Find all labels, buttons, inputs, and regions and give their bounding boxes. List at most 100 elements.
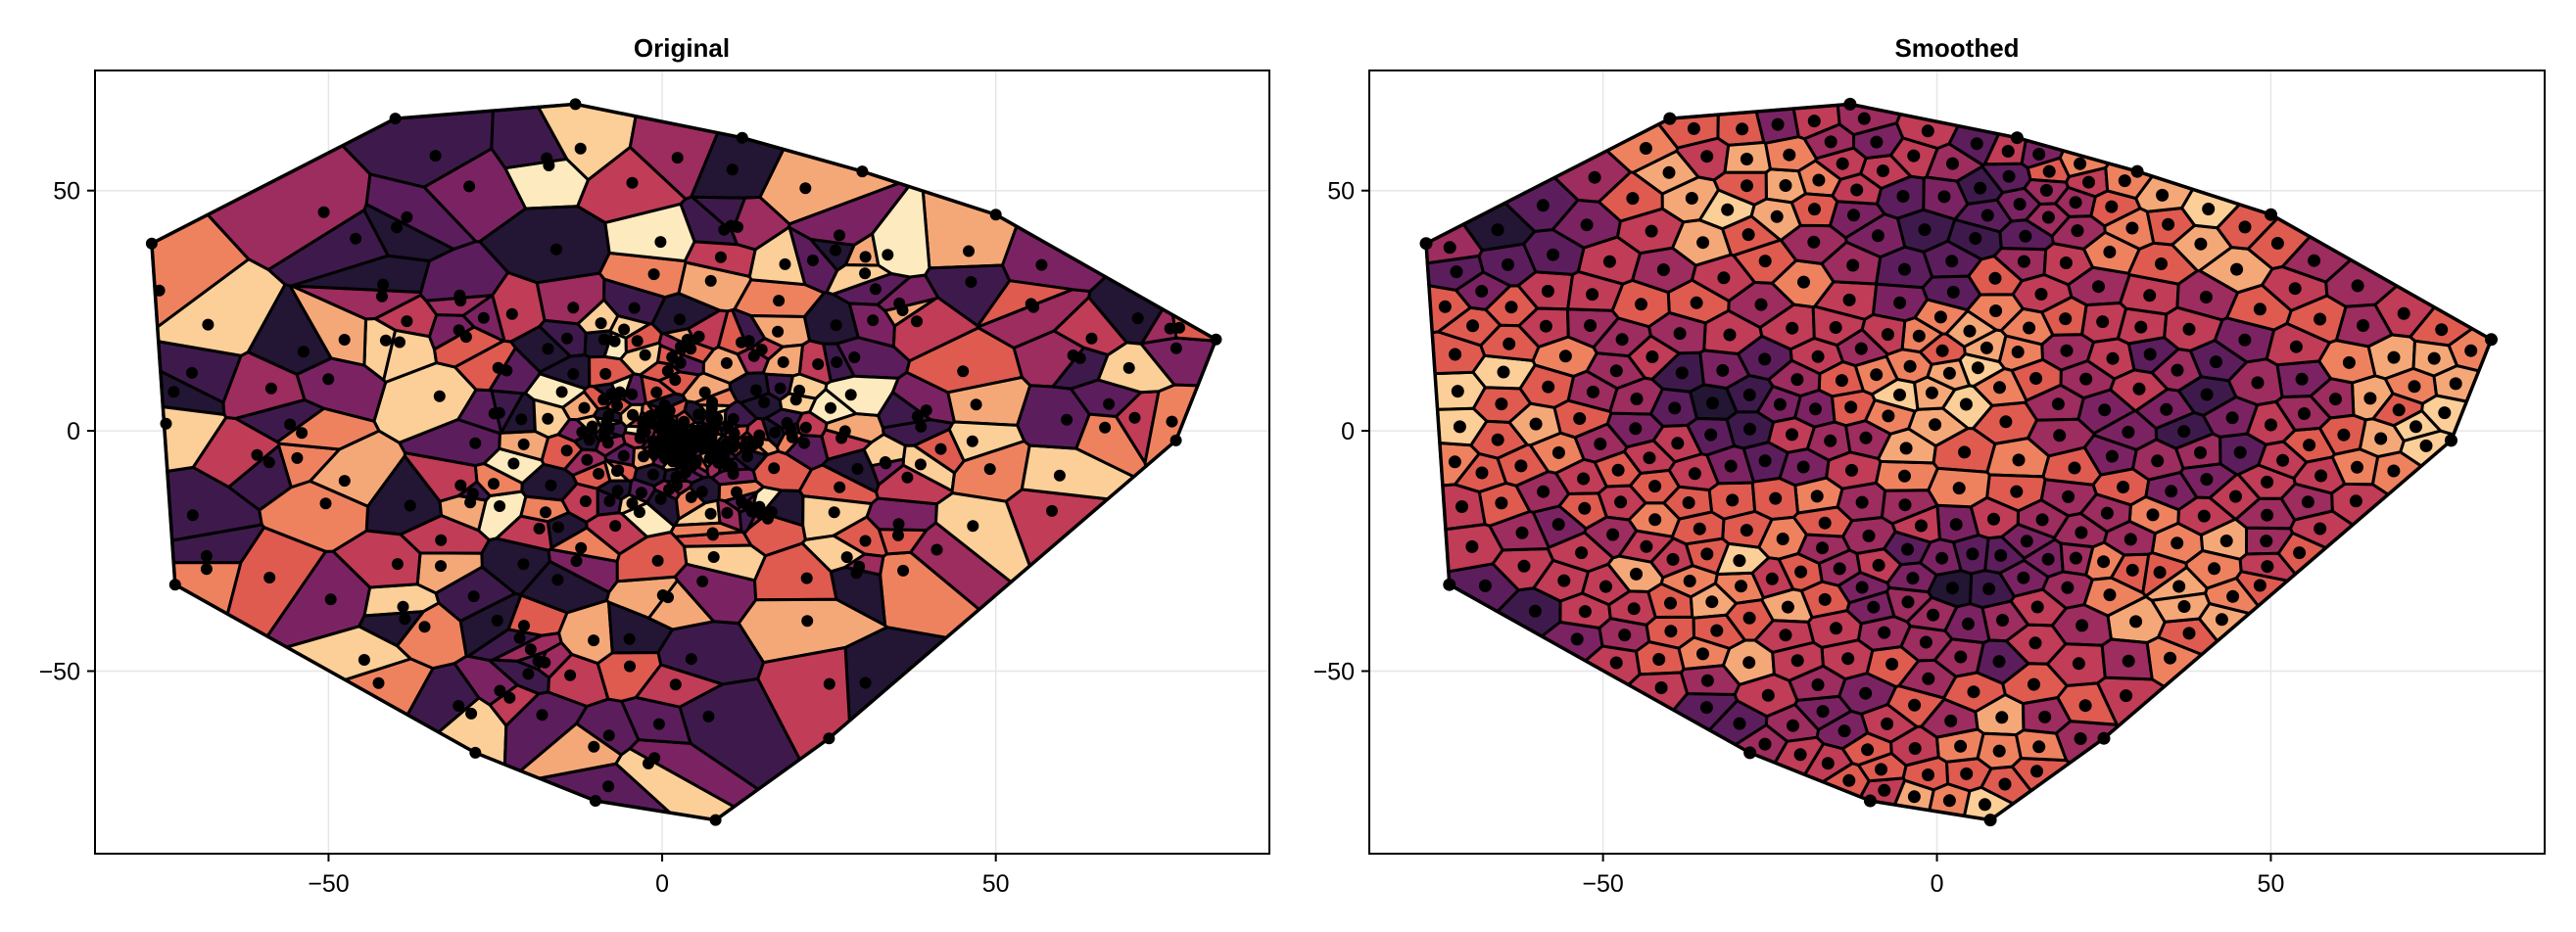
data-point [1491, 223, 1504, 237]
x-tick-label: 50 [982, 870, 1010, 898]
data-point [581, 453, 594, 466]
data-point [639, 349, 651, 361]
data-point [670, 471, 683, 484]
data-point [1878, 783, 1891, 797]
voronoi-cell [502, 690, 589, 772]
data-point [2032, 148, 2046, 161]
data-point [915, 420, 928, 433]
data-point [1449, 348, 1462, 361]
data-point [1901, 595, 1915, 609]
data-point [720, 356, 733, 369]
data-point [1693, 522, 1706, 536]
data-point [1626, 192, 1640, 206]
data-point [1906, 572, 1920, 585]
data-point [1742, 388, 1756, 401]
data-point [1842, 773, 1856, 787]
data-point [2293, 546, 2307, 560]
data-point [2125, 221, 2139, 235]
data-point [774, 382, 787, 395]
data-point [646, 468, 659, 481]
data-point [1594, 438, 1607, 450]
y-tick-label: 50 [53, 178, 80, 206]
data-point [893, 297, 906, 309]
data-point [1881, 328, 1894, 342]
data-point [1497, 365, 1510, 379]
data-point [2164, 651, 2177, 665]
data-point [1945, 255, 1959, 268]
data-point [2357, 319, 2370, 332]
data-point [1974, 181, 1987, 195]
data-point [1922, 672, 1935, 685]
data-point [391, 221, 404, 234]
data-point [1627, 602, 1641, 616]
data-point [1687, 121, 1700, 135]
data-point [2197, 509, 2211, 523]
data-point [1495, 496, 1508, 510]
data-point [708, 440, 721, 452]
data-point [1859, 431, 1873, 444]
data-point [583, 434, 596, 446]
data-point [1724, 459, 1738, 473]
data-point [1979, 798, 1991, 812]
data-point [454, 295, 467, 307]
data-point [1949, 518, 1963, 532]
data-point [751, 436, 764, 448]
data-point [1901, 542, 1914, 556]
data-point [799, 421, 812, 434]
voronoi-cell [364, 172, 478, 251]
data-point [2182, 627, 2196, 640]
data-point [1786, 321, 1799, 335]
data-point [1809, 402, 1822, 416]
data-point [464, 496, 477, 509]
data-point [593, 467, 605, 480]
voronoi-cell [588, 354, 636, 389]
data-point [2010, 485, 2024, 498]
data-point [1453, 420, 1466, 434]
data-point [965, 276, 978, 288]
data-point [2068, 461, 2081, 475]
data-point [1733, 554, 1746, 568]
data-point [2123, 533, 2137, 546]
x-tick-label: −50 [308, 870, 349, 898]
data-point [1541, 284, 1554, 298]
data-point [2160, 402, 2173, 416]
data-point [1539, 319, 1552, 333]
data-point [522, 668, 535, 680]
data-point [851, 463, 864, 475]
data-point [377, 278, 390, 291]
data-point [454, 479, 467, 491]
hull-point [469, 746, 482, 759]
data-point [1810, 489, 1824, 503]
data-point [560, 444, 573, 457]
data-point [1475, 285, 1489, 298]
data-point [1614, 495, 1628, 509]
hull-point [1663, 112, 1677, 125]
x-tick-label: 0 [655, 870, 669, 898]
data-point [2261, 475, 2274, 489]
data-point [1668, 401, 1682, 415]
data-point [627, 408, 639, 421]
hull-point [1983, 814, 1997, 827]
data-point [848, 351, 861, 363]
data-point [186, 366, 198, 379]
data-point [1779, 629, 1792, 642]
data-point [1740, 524, 1753, 537]
data-point [1602, 255, 1616, 268]
data-point [574, 142, 587, 155]
data-point [597, 333, 610, 346]
data-point [1465, 539, 1479, 553]
data-point [1787, 719, 1799, 732]
data-point [1618, 629, 1632, 642]
data-point [844, 389, 857, 401]
data-point [2200, 388, 2214, 401]
data-point [651, 554, 664, 567]
data-point [1954, 739, 1968, 753]
data-point [624, 660, 636, 673]
data-point [1967, 685, 1980, 699]
data-point [1867, 600, 1881, 614]
data-point [652, 406, 665, 419]
data-point [1993, 381, 2006, 395]
data-point [789, 394, 802, 406]
data-point [2153, 566, 2167, 580]
data-point [2029, 372, 2043, 385]
